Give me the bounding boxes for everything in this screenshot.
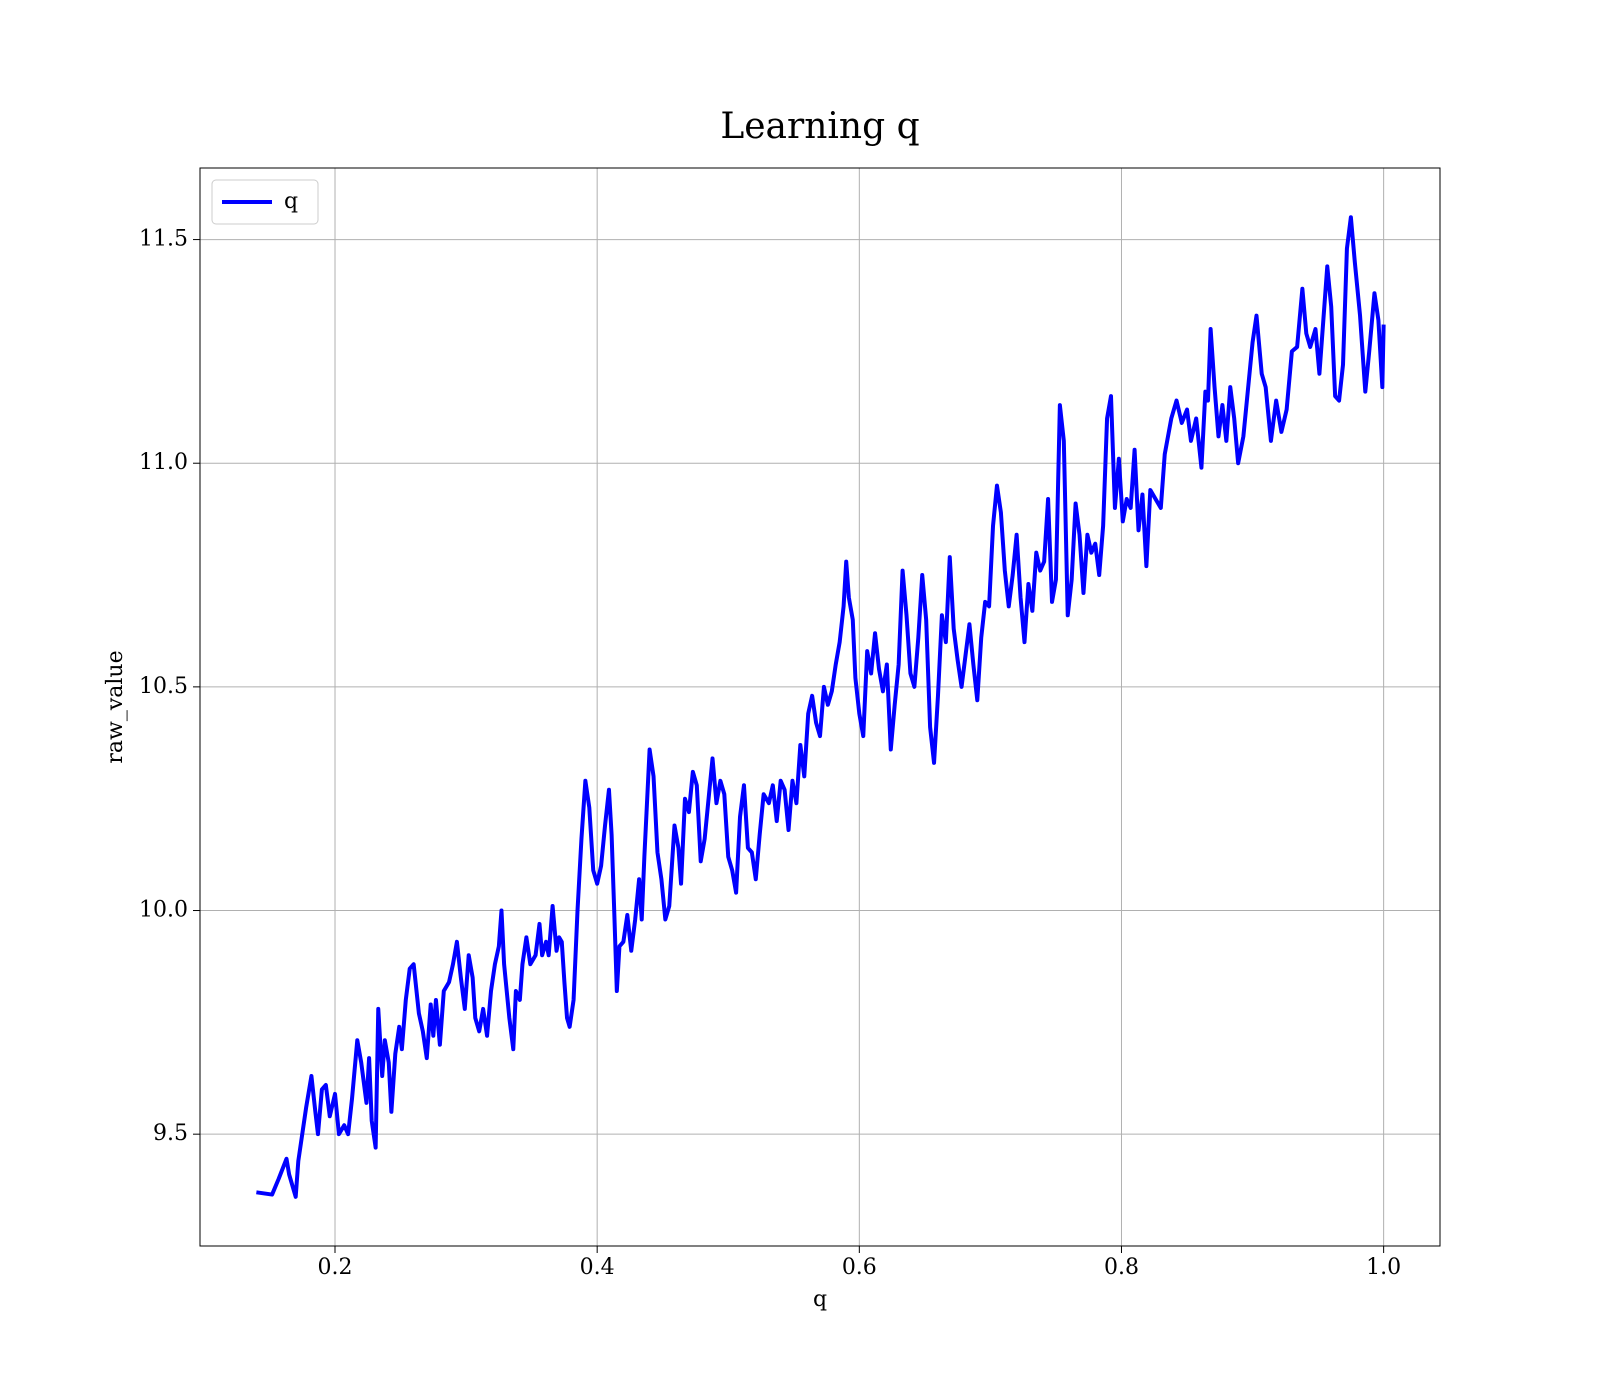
x-tick-label: 0.6 xyxy=(842,1255,877,1280)
plot-frame xyxy=(199,167,1441,1247)
chart-title: Learning q xyxy=(720,106,919,147)
y-tick-label: 11.0 xyxy=(139,450,188,475)
x-tick-label: 0.2 xyxy=(318,1255,353,1280)
data-line xyxy=(256,215,1386,1199)
x-tick-label: 1.0 xyxy=(1366,1255,1401,1280)
legend-label: q xyxy=(284,189,298,214)
y-tick-label: 9.5 xyxy=(153,1121,188,1146)
x-tick-label: 0.4 xyxy=(580,1255,615,1280)
y-axis-label: raw_value xyxy=(103,650,128,763)
y-tick-label: 11.5 xyxy=(139,227,188,252)
y-tick-label: 10.5 xyxy=(139,674,188,699)
x-axis-label: q xyxy=(813,1287,827,1312)
y-tick-label: 10.0 xyxy=(139,898,188,923)
x-tick-label: 0.8 xyxy=(1104,1255,1139,1280)
